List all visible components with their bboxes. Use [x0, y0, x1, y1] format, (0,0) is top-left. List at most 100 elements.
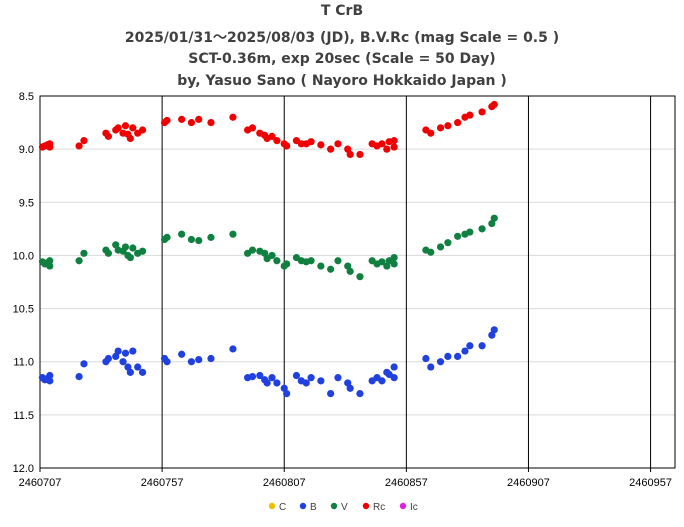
data-point-v: [390, 253, 398, 262]
data-point-b: [119, 358, 127, 366]
chart-subtitle-2: SCT-0.36m, exp 20sec (Scale = 50 Day): [188, 51, 496, 67]
data-point-v: [307, 257, 315, 265]
data-point-v: [454, 232, 462, 240]
data-point-b: [268, 374, 276, 382]
y-tick-label: 10.5: [13, 304, 34, 316]
data-point-b: [178, 350, 186, 358]
data-point-v: [390, 260, 398, 268]
legend-marker-c: [268, 502, 276, 510]
data-point-b: [478, 342, 486, 350]
data-point-v: [436, 243, 445, 251]
data-point-v: [444, 239, 452, 247]
data-point-rc: [187, 118, 196, 127]
x-tick-label: 2460957: [629, 477, 672, 489]
data-point-b: [283, 390, 291, 398]
data-point-b: [256, 371, 264, 380]
data-point-rc: [207, 118, 215, 127]
data-point-b: [436, 358, 445, 366]
data-point-rc: [454, 118, 462, 127]
legend-label-b: B: [310, 502, 317, 513]
data-point-rc: [478, 108, 486, 116]
data-point-rc: [427, 129, 435, 137]
data-point-rc: [327, 145, 335, 153]
data-point-b: [129, 347, 137, 355]
data-point-v: [80, 249, 88, 257]
data-point-rc: [268, 132, 276, 140]
legend-marker-b: [299, 502, 307, 510]
data-point-v: [126, 253, 134, 262]
data-point-v: [178, 230, 186, 238]
plot-area: [39, 95, 676, 469]
data-point-v: [207, 233, 215, 241]
legend-marker-ic: [399, 502, 407, 510]
data-point-rc: [390, 143, 398, 151]
data-point-rc: [378, 140, 386, 148]
data-point-b: [229, 345, 237, 353]
data-point-v: [129, 244, 137, 252]
data-point-b: [346, 384, 354, 392]
y-tick-label: 9.0: [19, 144, 34, 156]
data-point-b: [273, 379, 281, 387]
data-point-rc: [46, 140, 54, 148]
data-point-rc: [104, 132, 112, 140]
data-point-rc: [490, 100, 498, 109]
data-point-rc: [163, 116, 171, 125]
data-point-b: [80, 360, 88, 368]
data-point-b: [292, 371, 301, 380]
x-tick-label: 2460757: [141, 477, 184, 489]
data-point-v: [427, 248, 435, 256]
legend-marker-rc: [362, 502, 370, 510]
data-point-rc: [356, 150, 364, 159]
data-point-b: [114, 347, 122, 355]
data-point-b: [121, 349, 130, 357]
legend-label-ic: Ic: [410, 502, 418, 513]
data-point-b: [461, 347, 469, 355]
data-point-rc: [138, 126, 147, 134]
data-point-v: [46, 262, 54, 270]
data-point-rc: [178, 115, 186, 123]
chart-subtitle-1: 2025/01/31～2025/08/03 (JD), B.V.Rc (mag …: [124, 30, 560, 46]
y-tick-label: 8.5: [19, 91, 34, 103]
y-tick-label: 9.5: [19, 197, 34, 209]
data-point-rc: [80, 137, 88, 145]
data-point-b: [248, 372, 257, 381]
data-point-v: [121, 243, 130, 251]
plot-border: [39, 95, 676, 469]
y-tick-label: 10.0: [13, 250, 34, 262]
legend-label-v: V: [341, 502, 348, 513]
data-point-b: [126, 368, 134, 376]
data-point-v: [317, 262, 325, 270]
data-point-b: [378, 377, 386, 385]
data-point-v: [268, 251, 276, 260]
data-point-b: [317, 377, 325, 385]
data-point-v: [104, 249, 112, 257]
data-point-rc: [126, 134, 134, 143]
data-point-v: [356, 273, 364, 281]
data-point-rc: [248, 124, 257, 132]
data-point-rc: [121, 122, 130, 130]
data-point-rc: [444, 122, 452, 130]
data-point-b: [390, 363, 398, 371]
data-point-v: [466, 228, 474, 236]
data-point-rc: [114, 124, 122, 132]
y-tick-label: 11.0: [13, 357, 34, 369]
data-point-v: [195, 236, 203, 245]
data-point-b: [195, 355, 203, 364]
data-point-v: [346, 267, 354, 275]
data-point-rc: [273, 137, 281, 145]
x-tick-label: 2460707: [19, 477, 62, 489]
data-point-v: [75, 257, 83, 265]
data-point-rc: [283, 142, 291, 150]
data-point-rc: [75, 142, 83, 150]
data-point-v: [273, 257, 281, 265]
data-point-rc: [317, 141, 325, 149]
data-point-b: [207, 354, 215, 363]
chart-subtitle-3: by, Yasuo Sano ( Nayoro Hokkaido Japan ): [177, 73, 507, 89]
data-point-b: [327, 390, 335, 398]
y-tick-label: 12.0: [13, 463, 34, 475]
data-point-b: [138, 368, 147, 376]
x-tick-label: 2460907: [507, 477, 550, 489]
data-point-rc: [436, 124, 445, 132]
y-tick-label: 11.5: [13, 410, 34, 422]
